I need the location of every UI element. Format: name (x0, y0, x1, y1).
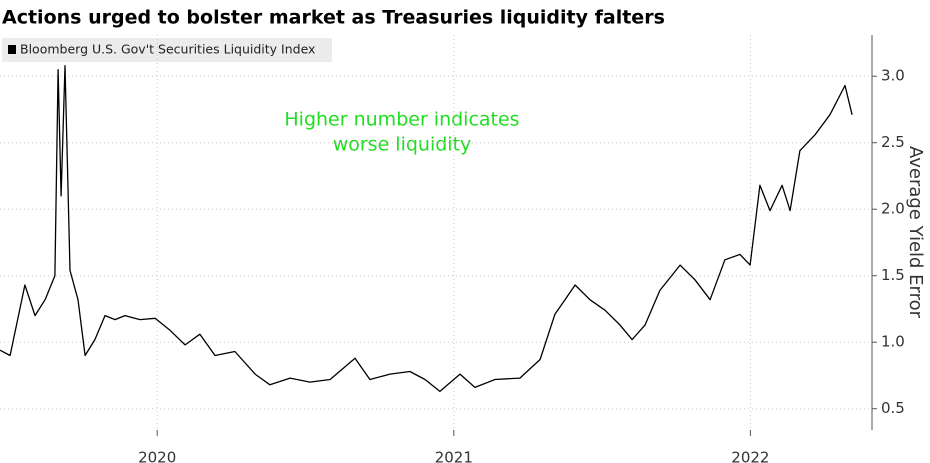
chart-title: Actions urged to bolster market as Treas… (2, 7, 665, 29)
x-tick-label: 2022 (731, 449, 769, 463)
y-tick-label: 3.0 (881, 67, 905, 85)
annotation: Higher number indicates (284, 109, 519, 131)
y-tick-label: 2.5 (881, 133, 905, 151)
legend-box (2, 38, 332, 62)
x-tick-label: 2021 (435, 449, 473, 463)
y-tick-label: 0.5 (881, 399, 905, 417)
legend-swatch (8, 45, 16, 54)
annotation: worse liquidity (333, 134, 472, 156)
y-axis-label: Average Yield Error (905, 146, 926, 319)
y-tick-label: 1.5 (881, 266, 905, 284)
x-tick-label: 2020 (138, 449, 176, 463)
y-tick-label: 1.0 (881, 333, 905, 351)
legend-label: Bloomberg U.S. Gov't Securities Liquidit… (20, 42, 315, 57)
y-tick-label: 2.0 (881, 200, 905, 218)
data-line (0, 64, 853, 393)
